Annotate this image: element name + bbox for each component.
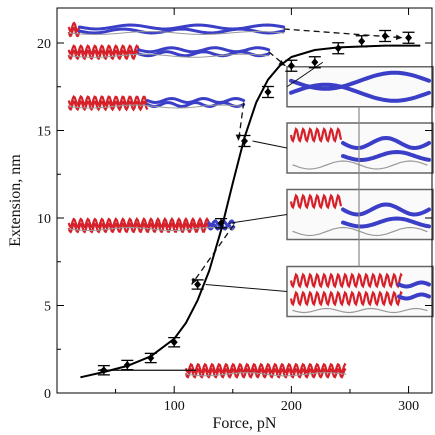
coil-segment [68,226,235,232]
sheet-segment [137,50,271,58]
pointer-arrow [191,224,235,285]
sheet-segment [397,292,431,301]
data-point [405,33,413,42]
structure-snapshot [67,216,236,285]
coil-segment [292,160,428,170]
y-axis-title: Extension, nm [7,154,24,247]
data-point [147,354,155,362]
sheet-segment [341,216,431,229]
data-point [287,61,295,70]
sheet-segment [146,100,246,109]
y-tick-label: 20 [37,37,51,52]
coil-segment [292,307,428,314]
y-tick-label: 5 [44,300,51,315]
structure-snapshot [97,362,347,379]
sheet-segment [146,96,246,105]
sheet-segment [397,280,431,289]
sheet-segment [137,46,271,54]
coil-segment [68,104,245,109]
sheet-segment [78,23,286,31]
helix-segment [67,49,140,61]
inset-pointer [252,140,288,149]
plot-frame [56,7,433,394]
y-tick-label: 0 [44,387,51,402]
data-point [311,58,319,67]
y-tick-label: 10 [37,212,51,227]
tick-group: 100 200 300 0 5 10 15 20 [37,8,432,414]
coil-segment [68,53,270,58]
pointer-arrow [268,51,286,67]
x-tick-label: 100 [164,399,185,414]
coil-segment [185,372,347,377]
data-point [170,338,178,347]
helix-segment [289,272,403,289]
helix-segment [67,99,149,112]
x-tick-label: 300 [398,399,419,414]
sheet-segment [289,82,431,103]
arrow-head [395,34,403,41]
helix-segment [289,290,403,307]
y-tick-label: 15 [37,125,51,140]
data-points-group [97,29,415,376]
sheet-segment [78,27,286,35]
zoom-inset [252,122,434,174]
data-point [241,137,248,145]
helix-segment [67,26,81,38]
sheet-segment [341,149,431,162]
data-point [334,44,342,53]
data-point [381,32,389,40]
helix-segment [184,362,347,374]
structure-snapshot [67,44,286,67]
zoom-inset [286,61,434,108]
inset-pointer [286,61,324,88]
inset-pointer [205,284,288,292]
sheet-segment [341,135,431,151]
helix-segment [184,367,347,379]
helix-segment [67,221,211,234]
data-point [358,37,366,46]
coil-segment [68,30,285,36]
helix-segment [67,216,211,229]
data-point [217,219,225,228]
structure-annotations [67,21,434,379]
helix-segment [67,94,149,107]
zoom-inset [205,265,434,318]
structure-snapshot [67,94,246,142]
zoom-inset [228,188,434,241]
helix-segment [67,21,81,33]
helix-segment [289,127,343,143]
data-point [100,366,108,375]
helix-segment [67,44,140,56]
data-point [194,280,202,289]
axes [56,7,433,394]
inset-pointer [228,214,288,224]
x-axis-title: Force, pN [213,415,277,432]
data-point [123,361,131,369]
x-tick-label: 200 [281,399,302,414]
helix-segment [289,193,343,210]
structure-snapshot [67,21,403,41]
coil-segment [292,226,428,237]
sheet-segment [341,202,431,217]
data-point [264,88,272,96]
